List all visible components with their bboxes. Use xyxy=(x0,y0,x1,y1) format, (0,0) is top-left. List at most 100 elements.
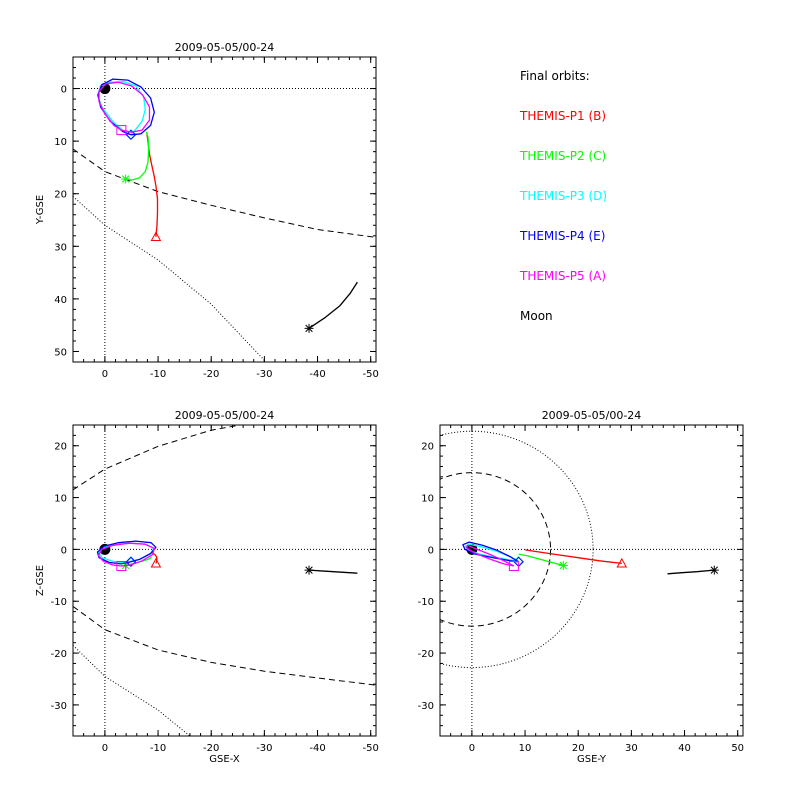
panel-title: 2009-05-05/00-24 xyxy=(175,409,275,422)
orbit-line-moon xyxy=(667,569,715,575)
y-tick-label: 30 xyxy=(54,242,67,253)
y-tick-label: -30 xyxy=(51,701,67,712)
orbit-line-moon xyxy=(308,281,358,329)
x-tick-label: -30 xyxy=(256,743,272,754)
series-themis-p5-a xyxy=(465,544,519,571)
asterisk-stroke xyxy=(305,324,313,333)
magnetopause-curve xyxy=(73,425,241,491)
legend-entry-themis-p1: THEMIS-P1 (B) xyxy=(519,109,606,123)
y-tick-label: 20 xyxy=(54,190,67,201)
bow-shock-circle xyxy=(440,430,594,669)
y-tick-label: -30 xyxy=(418,701,434,712)
x-tick-label: 10 xyxy=(519,743,532,754)
bow-shock-curve xyxy=(73,196,265,361)
end-marker-themis-p1-b xyxy=(616,557,628,568)
y-tick-label: 0 xyxy=(61,545,67,556)
x-tick-label: 0 xyxy=(469,743,475,754)
orbit-line-themis-p5-a xyxy=(465,544,515,567)
y-tick-label: -20 xyxy=(51,649,67,660)
plot-area xyxy=(73,425,376,736)
axis-ticks: 0 -10 -20 -30 -40 -50 0 10 20 30 40 50 xyxy=(54,56,379,380)
orbit-line-themis-p5-a xyxy=(97,542,155,567)
end-marker-themis-p1-b xyxy=(150,557,162,568)
end-marker-themis-p4-e xyxy=(125,129,137,141)
axis-ticks: 0 -10 -20 -30 -40 -50 20 10 0 -10 -20 -30 xyxy=(51,424,379,754)
plot-area xyxy=(440,425,743,736)
x-tick-label: -50 xyxy=(363,743,379,754)
legend-title: Final orbits: xyxy=(520,69,590,83)
x-tick-label: 0 xyxy=(102,369,108,380)
x-tick-label: 50 xyxy=(731,743,744,754)
orbit-line-themis-p1-b xyxy=(525,549,622,565)
asterisk-stroke xyxy=(710,566,719,574)
y-tick-label: 0 xyxy=(61,85,67,96)
series-themis-p1-b xyxy=(525,549,628,568)
y-tick-label: 10 xyxy=(54,137,67,148)
x-tick-label: -40 xyxy=(309,743,325,754)
y-axis-label: Z-GSE xyxy=(35,565,46,596)
series-themis-p2-c xyxy=(518,553,568,570)
x-tick-label: 0 xyxy=(102,743,108,754)
legend: Final orbits: THEMIS-P1 (B) THEMIS-P2 (C… xyxy=(519,69,607,323)
x-axis-label: GSE-X xyxy=(209,754,240,765)
series-moon xyxy=(667,565,719,575)
x-tick-label: -10 xyxy=(150,743,166,754)
x-axis-label: GSE-Y xyxy=(577,754,607,765)
series-moon xyxy=(304,281,358,333)
orbit-line-themis-p2-c xyxy=(125,131,150,181)
y-tick-label: -10 xyxy=(418,597,434,608)
y-tick-label: 20 xyxy=(54,442,67,453)
y-tick-label: 0 xyxy=(428,545,434,556)
y-tick-label: 50 xyxy=(54,347,67,358)
y-tick-label: 40 xyxy=(54,295,67,306)
end-marker-moon xyxy=(304,565,314,575)
axis-ticks: 0 10 20 30 40 50 20 10 0 -10 -20 -30 xyxy=(418,424,744,754)
series-themis-p4-e xyxy=(96,540,157,568)
legend-entry-themis-p3: THEMIS-P3 (D) xyxy=(519,189,607,203)
y-tick-label: 10 xyxy=(421,494,434,505)
orbit-line-themis-p4-e xyxy=(96,540,157,565)
panel-title: 2009-05-05/00-24 xyxy=(175,41,275,54)
end-marker-themis-p1-b xyxy=(150,231,162,241)
series-moon xyxy=(304,565,358,575)
asterisk-stroke xyxy=(305,566,313,574)
panel-yz: 2009-05-05/00-24 0 10 20 30 40 50 20 10 0 -10 -20 -3… xyxy=(418,409,744,765)
orbit-line-themis-p5-a xyxy=(98,81,151,133)
plot-frame xyxy=(72,56,377,363)
x-tick-label: 40 xyxy=(678,743,691,754)
end-marker-themis-p5-a xyxy=(508,560,519,571)
panel-title: 2009-05-05/00-24 xyxy=(542,409,642,422)
plot-area xyxy=(73,57,376,362)
end-marker-themis-p2-c xyxy=(121,174,131,184)
magnetopause-circle xyxy=(440,472,552,627)
x-tick-label: -40 xyxy=(309,369,325,380)
orbit-line-moon xyxy=(308,569,358,574)
magnetopause-curve xyxy=(73,148,376,238)
panel-xy: 2009-05-05/00-24 0 -10 -20 -30 -40 -50 0 10 20 30 4… xyxy=(35,41,379,380)
series-themis-p5-a xyxy=(97,542,155,571)
x-tick-label: -30 xyxy=(256,369,272,380)
orbit-line-themis-p3-d xyxy=(464,543,519,562)
x-tick-label: 20 xyxy=(572,743,585,754)
legend-entry-themis-p4: THEMIS-P4 (E) xyxy=(519,229,605,243)
x-tick-label: -10 xyxy=(150,369,166,380)
panel-xz: 2009-05-05/00-24 0 -10 -20 -30 -40 -50 20 10 0 -10… xyxy=(35,409,379,765)
x-tick-label: -20 xyxy=(203,369,219,380)
y-tick-label: -20 xyxy=(418,649,434,660)
end-marker-themis-p2-c xyxy=(558,560,568,570)
end-marker-themis-p4-e xyxy=(125,556,137,568)
end-marker-moon xyxy=(709,565,719,575)
x-tick-label: -50 xyxy=(363,369,379,380)
end-marker-themis-p5-a xyxy=(116,560,127,571)
legend-entry-moon: Moon xyxy=(520,309,553,323)
y-tick-label: -10 xyxy=(51,597,67,608)
series-themis-p2-c xyxy=(121,131,150,184)
y-tick-label: 10 xyxy=(54,494,67,505)
x-tick-label: -20 xyxy=(203,743,219,754)
y-tick-label: 20 xyxy=(421,442,434,453)
asterisk-stroke xyxy=(121,175,130,183)
magnetopause-curve xyxy=(73,605,376,686)
